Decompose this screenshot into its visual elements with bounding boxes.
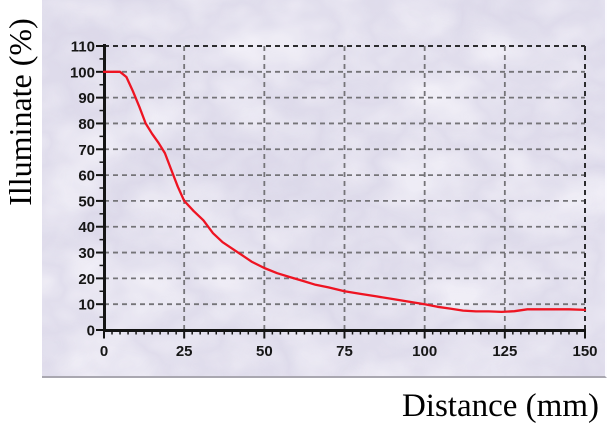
y-tick-label: 90 (78, 90, 95, 107)
y-tick-label: 60 (78, 168, 95, 185)
x-tick-label: 75 (336, 343, 353, 360)
plot-panel: 0 25 50 75 100 125 150 0 10 20 30 40 50 60 70 80 90 100 11… (42, 0, 607, 378)
y-tick-label: 10 (78, 297, 95, 314)
y-tick-label: 40 (78, 219, 95, 236)
y-tick-label: 80 (78, 116, 95, 133)
y-tick-label: 50 (78, 193, 95, 210)
marble-vein-layer (42, 0, 605, 376)
x-tick-label: 25 (176, 343, 193, 360)
x-axis-title: Distance (mm) (401, 388, 599, 424)
y-tick-label: 30 (78, 245, 95, 262)
y-tick-label: 100 (70, 64, 95, 81)
y-tick-label: 20 (78, 271, 95, 288)
y-tick-label: 0 (87, 323, 95, 340)
y-tick-label: 70 (78, 142, 95, 159)
y-tick-label: 110 (71, 39, 95, 56)
marble-texture-background (42, 0, 605, 376)
x-tick-label: 0 (100, 343, 108, 360)
x-tick-label: 125 (492, 343, 517, 360)
line-chart: 0 25 50 75 100 125 150 0 10 20 30 40 50 60 70 80 90 100 11… (70, 39, 598, 361)
x-tick-label: 100 (412, 343, 437, 360)
x-tick-label: 50 (256, 343, 273, 360)
series-curve-illuminance-vs-distance (102, 70, 587, 314)
y-axis-title: Illuminate (%) (2, 18, 38, 206)
x-tick-label: 150 (572, 343, 597, 360)
